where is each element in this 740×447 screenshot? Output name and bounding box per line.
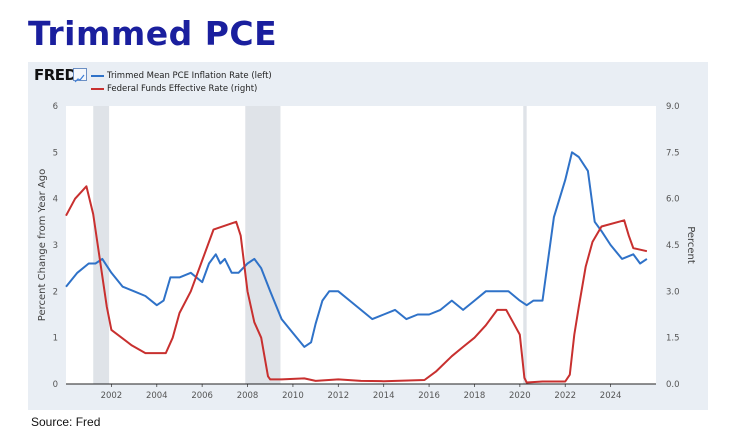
- y-right-tick-label: 9.0: [666, 102, 680, 112]
- legend-swatch-blue: [91, 75, 104, 77]
- y-left-tick-label: 6: [53, 102, 58, 112]
- recession-band: [523, 106, 527, 384]
- y-left-tick-label: 0: [53, 380, 58, 390]
- x-tick-label: 2018: [464, 391, 486, 401]
- fred-logo: FRED: [34, 66, 77, 84]
- x-tick-label: 2006: [191, 391, 213, 401]
- y-axis-left-label: Percent Change from Year Ago: [37, 169, 48, 321]
- legend-swatch-red: [91, 88, 104, 90]
- y-right-tick-label: 4.5: [666, 241, 680, 251]
- x-tick-label: 2014: [373, 391, 395, 401]
- x-tick-label: 2020: [509, 391, 531, 401]
- slide-title: Trimmed PCE: [28, 14, 278, 53]
- fed-funds-line: [65, 185, 648, 384]
- y-axis-left: 0 1 2 3 4 5 6: [53, 102, 58, 390]
- x-tick-label: 2010: [282, 391, 304, 401]
- source-note: Source: Fred: [31, 415, 101, 429]
- trimmed-pce-line: [65, 151, 648, 348]
- legend-label: Trimmed Mean PCE Inflation Rate (left): [107, 71, 272, 81]
- x-tick-label: 2008: [237, 391, 259, 401]
- x-tick-label: 2022: [554, 391, 576, 401]
- x-axis: 2002 2004 2006 2008 2010 2012 2014 2016 2018 2020…: [101, 384, 622, 401]
- legend-label: Federal Funds Effective Rate (right): [107, 84, 258, 94]
- plot-area: [66, 106, 656, 384]
- series-lines: [65, 151, 648, 384]
- x-tick-label: 2016: [418, 391, 440, 401]
- y-left-tick-label: 1: [53, 334, 58, 344]
- legend-item-fed-funds: Federal Funds Effective Rate (right): [91, 84, 257, 94]
- y-axis-right-label: Percent: [685, 226, 696, 264]
- y-left-tick-label: 5: [53, 148, 58, 158]
- y-right-tick-label: 6.0: [666, 195, 680, 205]
- legend-item-trimmed-pce: Trimmed Mean PCE Inflation Rate (left): [91, 71, 272, 81]
- x-tick-label: 2004: [146, 391, 168, 401]
- y-left-tick-label: 4: [53, 195, 58, 205]
- x-tick-label: 2024: [600, 391, 622, 401]
- x-tick-label: 2012: [327, 391, 349, 401]
- y-right-tick-label: 7.5: [666, 148, 680, 158]
- y-right-tick-label: 3.0: [666, 287, 680, 297]
- y-left-tick-label: 2: [53, 287, 58, 297]
- recession-band: [245, 106, 281, 384]
- x-tick-label: 2002: [101, 391, 123, 401]
- recession-band: [93, 106, 110, 384]
- y-left-tick-label: 3: [53, 241, 58, 251]
- y-right-tick-label: 0.0: [666, 380, 680, 390]
- recession-shading: [93, 106, 527, 384]
- y-right-tick-label: 1.5: [666, 334, 680, 344]
- fred-chart-icon: [73, 68, 87, 83]
- y-axis-right: 0.0 1.5 3.0 4.5 6.0 7.5 9.0: [666, 102, 680, 390]
